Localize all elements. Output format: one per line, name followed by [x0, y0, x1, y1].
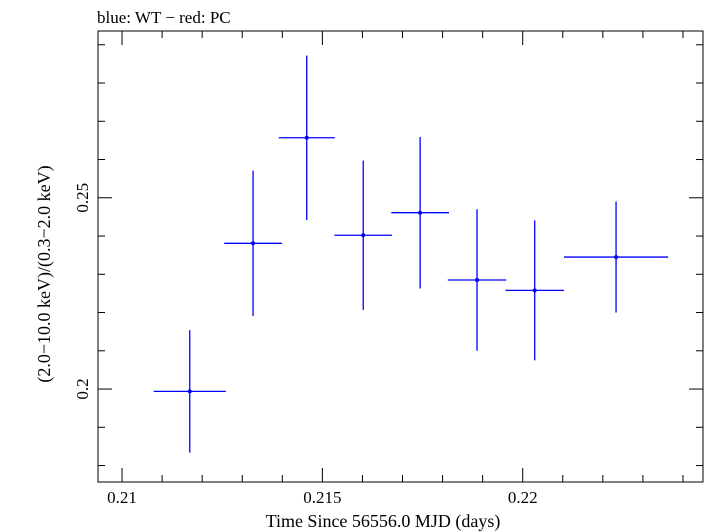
- plot-frame: [97, 30, 704, 483]
- data-point: [475, 278, 480, 283]
- axis-ticks: 0.21 0.215 0.22 0.2 0.25: [73, 31, 703, 507]
- data-point: [614, 255, 619, 260]
- data-point: [187, 389, 192, 394]
- data-point: [361, 233, 366, 238]
- x-tick-label: 0.215: [303, 488, 341, 507]
- data-point: [532, 288, 537, 293]
- x-tick-label: 0.22: [508, 488, 538, 507]
- chart-title: blue: WT − red: PC: [97, 8, 231, 27]
- y-axis-label: (2.0−10.0 keV)/(0.3−2.0 keV): [34, 165, 55, 382]
- y-tick-label: 0.2: [73, 378, 92, 399]
- x-tick-label: 0.21: [107, 488, 137, 507]
- data-series: [153, 55, 669, 453]
- x-axis-label: Time Since 56556.0 MJD (days): [266, 511, 501, 532]
- data-point: [251, 241, 256, 246]
- data-point: [418, 210, 423, 215]
- y-tick-label: 0.25: [73, 183, 92, 213]
- data-point: [304, 135, 309, 140]
